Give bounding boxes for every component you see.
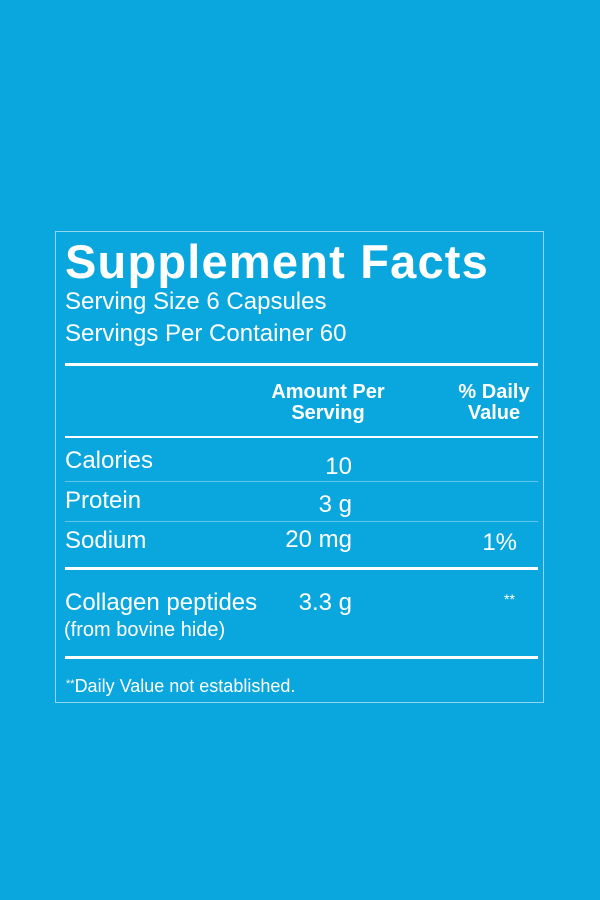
header-line: Value — [467, 402, 521, 424]
nutrient-amount: 20 mg — [285, 526, 352, 553]
serving-size: Serving Size 6 Capsules — [65, 288, 327, 315]
supplement-facts-panel: Supplement Facts Serving Size 6 Capsules… — [55, 231, 544, 703]
daily-value-header: % Daily Value — [444, 382, 544, 424]
nutrient-amount: 10 — [325, 453, 352, 480]
nutrient-amount: 3 g — [318, 491, 352, 518]
divider — [65, 656, 538, 659]
nutrient-name: Sodium — [65, 527, 147, 554]
nutrient-name: Calories — [65, 447, 154, 474]
divider — [65, 436, 538, 438]
divider — [65, 567, 538, 570]
header-line: % Daily — [458, 381, 530, 403]
nutrient-name: Protein — [65, 487, 142, 514]
amount-per-serving-header: Amount Per Serving — [248, 382, 408, 424]
divider — [65, 363, 538, 366]
footnote-mark: ** — [66, 678, 75, 690]
header-line: Serving — [291, 402, 365, 424]
header-line: Amount Per — [271, 381, 385, 403]
nutrient-daily-value: 1% — [482, 529, 517, 556]
footnote-text: Daily Value not established. — [74, 676, 296, 696]
servings-per-container: Servings Per Container 60 — [65, 320, 347, 347]
row-divider — [65, 521, 538, 522]
collagen-amount: 3.3 g — [298, 589, 352, 616]
footnote: **Daily Value not established. — [66, 677, 295, 695]
collagen-daily-value: ** — [504, 591, 515, 607]
collagen-name: Collagen peptides — [65, 589, 258, 616]
row-divider — [65, 481, 538, 482]
panel-title: Supplement Facts — [65, 235, 490, 288]
collagen-source: (from bovine hide) — [64, 619, 226, 641]
